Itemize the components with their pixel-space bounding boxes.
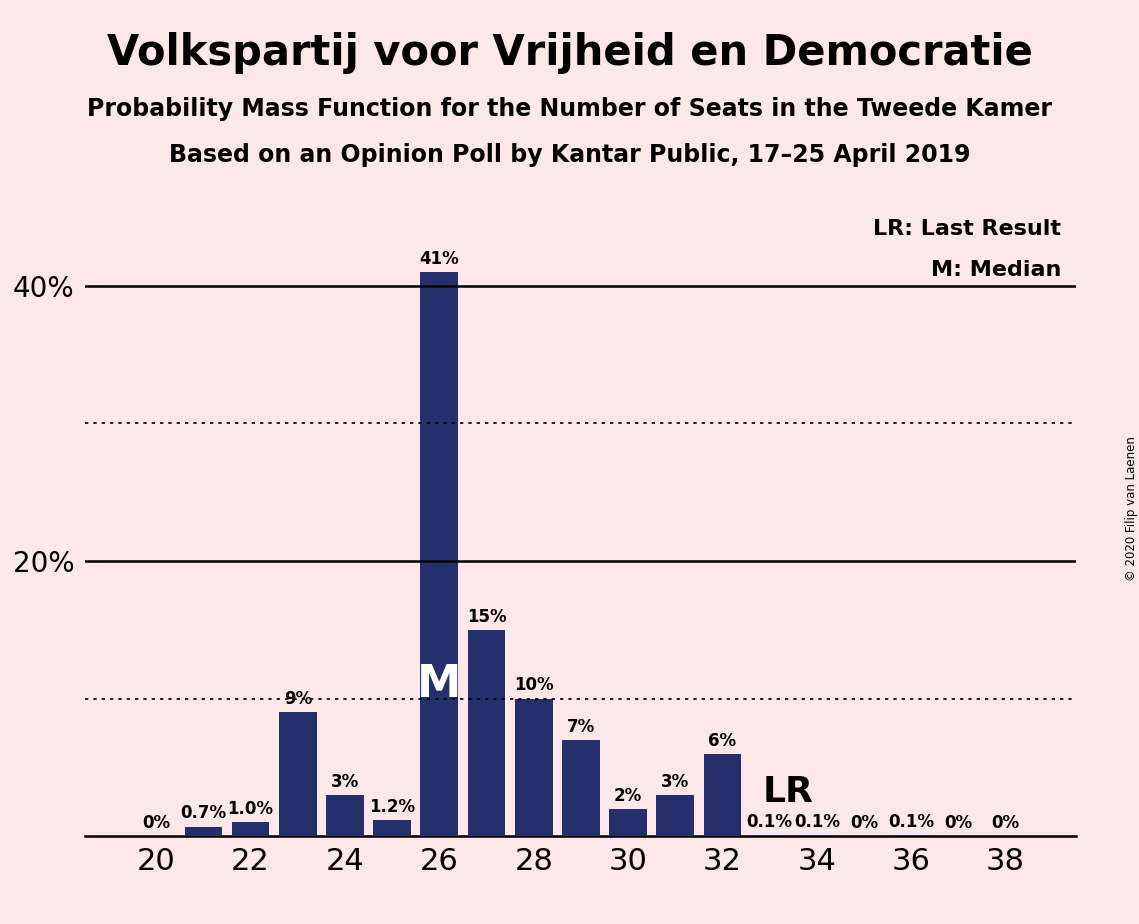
Text: 3%: 3% (330, 772, 359, 791)
Bar (562, 740, 600, 836)
Text: 0.7%: 0.7% (180, 805, 227, 822)
Text: M: Median: M: Median (931, 261, 1062, 280)
Text: 0%: 0% (142, 814, 170, 833)
Text: 0%: 0% (944, 814, 973, 833)
Text: 0%: 0% (992, 814, 1019, 833)
Bar (751, 835, 788, 836)
Text: LR: Last Result: LR: Last Result (874, 219, 1062, 239)
Bar (656, 795, 694, 836)
Text: Based on an Opinion Poll by Kantar Public, 17–25 April 2019: Based on an Opinion Poll by Kantar Publi… (169, 143, 970, 167)
Text: M: M (417, 663, 461, 706)
Bar (515, 699, 552, 836)
Bar (185, 827, 222, 836)
Text: 1.0%: 1.0% (228, 800, 273, 819)
Bar (279, 712, 317, 836)
Bar (798, 835, 836, 836)
Bar (892, 835, 931, 836)
Bar (704, 754, 741, 836)
Bar (231, 822, 270, 836)
Text: Volkspartij voor Vrijheid en Democratie: Volkspartij voor Vrijheid en Democratie (107, 32, 1032, 74)
Text: 0.1%: 0.1% (794, 813, 839, 831)
Text: 15%: 15% (467, 608, 507, 626)
Bar (374, 820, 411, 836)
Bar (468, 630, 506, 836)
Text: 6%: 6% (708, 732, 737, 749)
Bar (609, 808, 647, 836)
Text: 41%: 41% (419, 250, 459, 268)
Bar (326, 795, 363, 836)
Text: 3%: 3% (661, 772, 689, 791)
Text: 0.1%: 0.1% (747, 813, 793, 831)
Text: 7%: 7% (567, 718, 595, 736)
Text: 1.2%: 1.2% (369, 797, 416, 816)
Text: © 2020 Filip van Laenen: © 2020 Filip van Laenen (1124, 436, 1138, 580)
Text: 0%: 0% (850, 814, 878, 833)
Text: LR: LR (763, 775, 813, 809)
Text: 10%: 10% (514, 676, 554, 695)
Bar (420, 272, 458, 836)
Text: Probability Mass Function for the Number of Seats in the Tweede Kamer: Probability Mass Function for the Number… (87, 97, 1052, 121)
Text: 2%: 2% (614, 786, 642, 805)
Text: 9%: 9% (284, 690, 312, 709)
Text: 0.1%: 0.1% (888, 813, 934, 831)
